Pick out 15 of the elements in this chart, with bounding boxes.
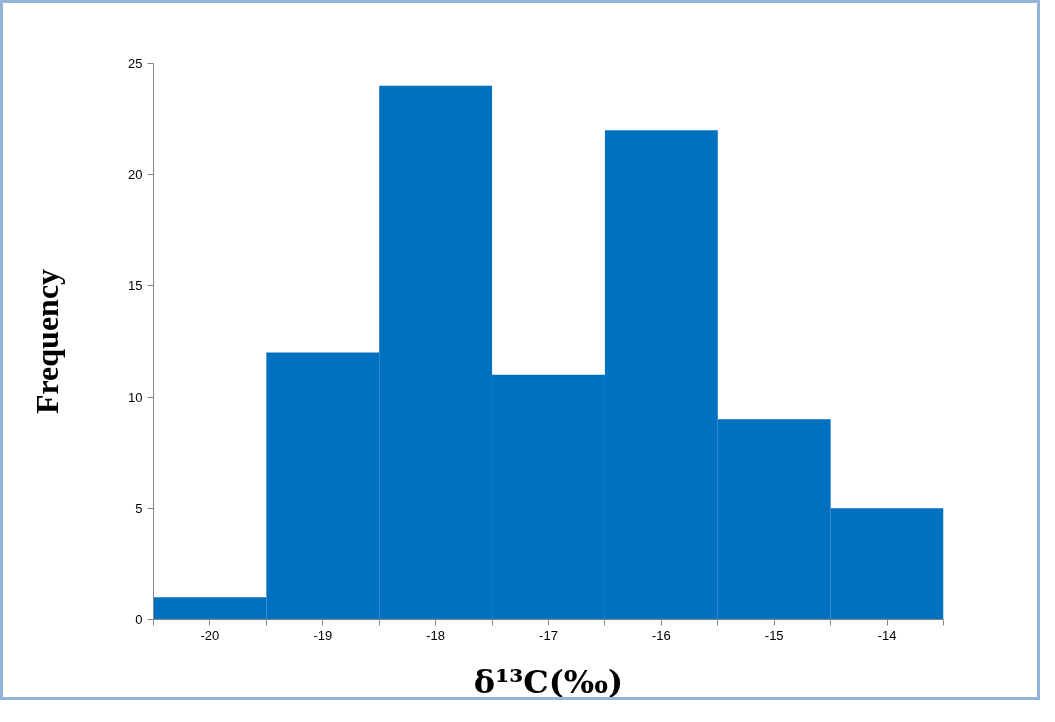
x-tick-label: -19 [313,627,333,643]
x-tick-label: -16 [651,627,671,643]
x-tick-label: -15 [764,627,784,643]
x-tick-label: -18 [426,627,446,643]
y-tick-label: 25 [128,56,143,71]
x-tick-label: -14 [877,627,897,643]
x-axis-title: δ¹³C(‰) [473,662,624,701]
x-tick-label: -20 [200,627,220,643]
y-axis-title: Frequency [29,268,66,415]
x-tick-label: -17 [539,627,558,643]
y-tick-label: 20 [128,167,143,183]
y-tick-label: 0 [135,612,143,627]
y-tick-label: 10 [128,389,143,405]
y-tick-label: 15 [128,278,143,294]
y-tick-label: 5 [135,500,143,516]
